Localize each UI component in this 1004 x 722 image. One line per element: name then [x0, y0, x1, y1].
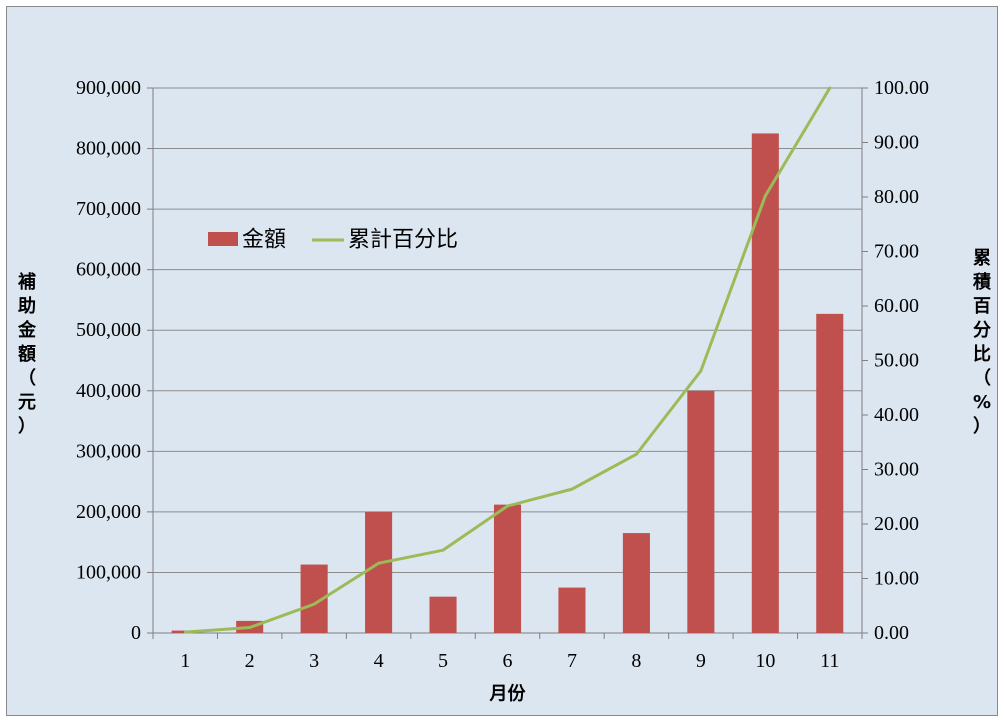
x-tick-label: 1 — [180, 650, 190, 672]
x-tick-label: 3 — [309, 650, 319, 672]
bar — [558, 587, 586, 633]
x-tick-label: 11 — [820, 650, 839, 672]
y-tick-label: 300,000 — [76, 440, 141, 462]
bar — [622, 533, 650, 633]
line-point — [312, 602, 316, 606]
bar — [429, 596, 457, 633]
line-point — [634, 452, 638, 456]
bar — [365, 511, 393, 633]
y-tick-label: 400,000 — [76, 380, 141, 402]
y-tick-label: 200,000 — [76, 501, 141, 523]
y-tick-label: 0 — [131, 622, 141, 644]
line-point — [248, 626, 252, 630]
y-tick-label: 600,000 — [76, 259, 141, 281]
bar — [687, 390, 715, 633]
y2-tick-label: 20.00 — [874, 513, 919, 535]
line-point — [570, 487, 574, 491]
line-point — [763, 194, 767, 198]
bar — [816, 313, 844, 633]
y-tick-label: 500,000 — [76, 319, 141, 341]
y2-axis-title: 累積百分比（%） — [972, 248, 992, 437]
line-point — [377, 561, 381, 565]
line-point — [828, 86, 832, 90]
x-tick-label: 10 — [755, 650, 775, 672]
x-tick-label: 7 — [567, 650, 577, 672]
x-tick-label: 9 — [696, 650, 706, 672]
y-tick-label: 900,000 — [76, 77, 141, 99]
legend-bar-swatch — [208, 232, 238, 246]
x-tick-label: 6 — [503, 650, 513, 672]
y2-tick-label: 10.00 — [874, 568, 919, 590]
y-axis-title: 補助金額（元） — [17, 271, 37, 437]
legend-label: 累計百分比 — [348, 228, 458, 253]
bar — [493, 504, 522, 633]
line-point — [441, 548, 445, 552]
y-tick-label: 700,000 — [76, 198, 141, 220]
line-point — [506, 504, 509, 508]
y2-tick-label: 50.00 — [874, 350, 919, 372]
y2-tick-label: 60.00 — [874, 295, 919, 317]
y2-tick-label: 100.00 — [874, 77, 929, 99]
x-tick-label: 5 — [438, 650, 448, 672]
x-tick-label: 2 — [245, 650, 255, 672]
line-point — [699, 369, 703, 373]
y-tick-label: 100,000 — [76, 561, 141, 583]
x-tick-label: 4 — [374, 650, 384, 672]
y-tick-label: 800,000 — [76, 138, 141, 160]
bar — [751, 133, 779, 633]
y2-tick-label: 80.00 — [874, 186, 919, 208]
line-point — [183, 630, 187, 634]
x-tick-label: 8 — [631, 650, 641, 672]
y2-tick-label: 30.00 — [874, 459, 919, 481]
y2-tick-label: 40.00 — [874, 404, 919, 426]
x-axis-title: 月份 — [489, 683, 527, 705]
y2-tick-label: 0.00 — [874, 622, 909, 644]
legend-label: 金額 — [242, 228, 286, 253]
y2-tick-label: 90.00 — [874, 132, 919, 154]
y2-tick-label: 70.00 — [874, 241, 919, 263]
